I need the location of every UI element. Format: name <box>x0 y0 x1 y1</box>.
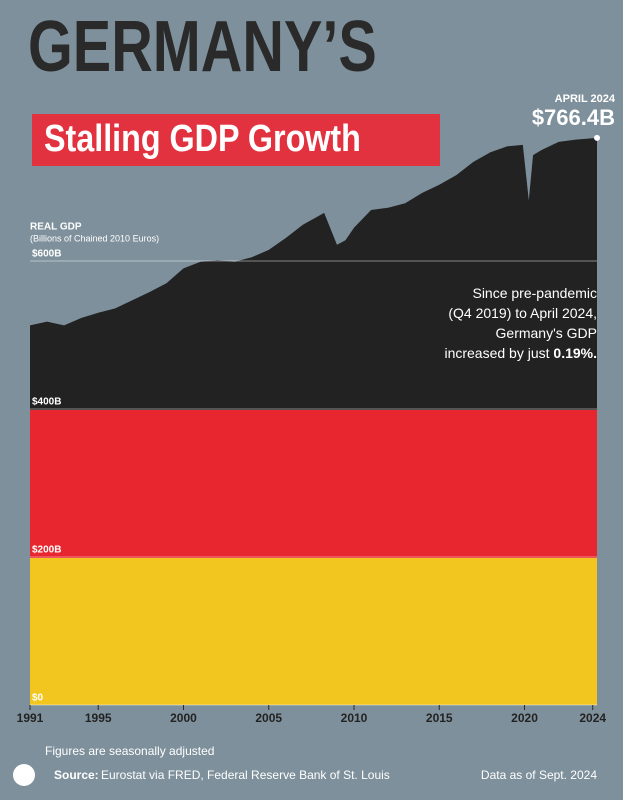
end-point <box>594 134 600 141</box>
footnote: Figures are seasonally adjusted <box>45 744 214 758</box>
flag-stripe <box>30 410 597 558</box>
y-axis-sublabel: (Billions of Chained 2010 Euros) <box>30 233 159 243</box>
x-tick-label: 2015 <box>426 711 453 725</box>
annotation-line: Germany's GDP <box>496 325 597 341</box>
source-label: Source: <box>54 768 99 782</box>
x-tick-label: 2005 <box>255 711 282 725</box>
x-tick-label: 1995 <box>85 711 112 725</box>
x-tick-label: 1991 <box>17 711 44 725</box>
y-tick-label: $0 <box>32 693 44 704</box>
annotation-line: increased by just <box>444 345 549 361</box>
annotation: Germany's GDP <box>496 325 597 341</box>
annotation: Since pre-pandemic <box>472 285 597 301</box>
annotation-emphasis: 0.19%. <box>553 345 597 361</box>
annotation: (Q4 2019) to April 2024, <box>448 305 597 321</box>
logo <box>13 764 35 786</box>
x-tick-label: 2010 <box>341 711 368 725</box>
source: Eurostat via FRED, Federal Reserve Bank … <box>101 768 390 782</box>
chart-title: GERMANY’S <box>28 6 377 87</box>
y-axis-label: REAL GDP <box>30 222 82 233</box>
chart-subtitle: Stalling GDP Growth <box>44 118 361 160</box>
flag-stripe <box>30 558 597 705</box>
x-tick-label: 2000 <box>170 711 197 725</box>
value-label: $766.4B <box>532 105 615 130</box>
y-tick-label: $600B <box>32 249 61 260</box>
subtitle-box <box>32 114 440 166</box>
y-tick-label: $200B <box>32 545 61 556</box>
data-date: Data as of Sept. 2024 <box>481 768 597 782</box>
annotation-line: Since pre-pandemic <box>472 285 597 301</box>
y-tick-label: $400B <box>32 397 61 408</box>
point-note: APRIL 2024 <box>555 93 616 105</box>
annotation: increased by just 0.19%. <box>444 345 597 361</box>
x-tick-label: 2024 <box>579 711 606 725</box>
x-tick-label: 2020 <box>511 711 538 725</box>
annotation-line: (Q4 2019) to April 2024, <box>448 305 597 321</box>
